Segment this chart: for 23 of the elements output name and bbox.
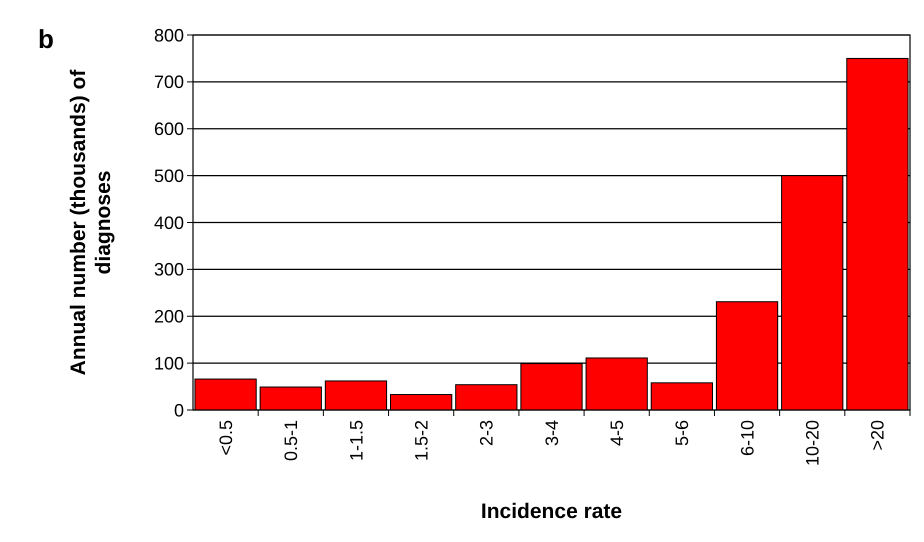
y-tick-label: 400 — [154, 212, 184, 233]
y-axis-title: Annual number (thousands) of diagnoses — [67, 68, 115, 376]
x-tick-label: 6-10 — [737, 420, 758, 456]
x-tick-label: 2-3 — [476, 420, 497, 446]
y-tick-label: 200 — [154, 306, 184, 327]
x-axis-title: Incidence rate — [480, 500, 622, 523]
x-tick-label: <0.5 — [216, 420, 236, 456]
x-tick-label: 1-1.5 — [346, 420, 366, 462]
y-tick-label: 300 — [154, 260, 184, 280]
y-tick-label: 700 — [154, 72, 184, 92]
x-tick-label: >20 — [868, 420, 888, 451]
x-tick-label: 4-5 — [606, 420, 627, 446]
x-tick-label: 3-4 — [542, 420, 562, 446]
chart-title: b — [38, 24, 54, 54]
x-tick-label: 0.5-1 — [281, 420, 302, 462]
y-tick-label: 600 — [154, 119, 184, 140]
x-tick-label: 10-20 — [802, 420, 823, 466]
y-tick-label: 100 — [154, 353, 184, 374]
y-tick-label: 800 — [154, 25, 184, 46]
x-tick-label: 1.5-2 — [411, 420, 432, 462]
x-tick-label: 5-6 — [672, 420, 692, 446]
y-tick-label: 0 — [174, 400, 184, 420]
y-tick-label: 500 — [154, 166, 184, 186]
